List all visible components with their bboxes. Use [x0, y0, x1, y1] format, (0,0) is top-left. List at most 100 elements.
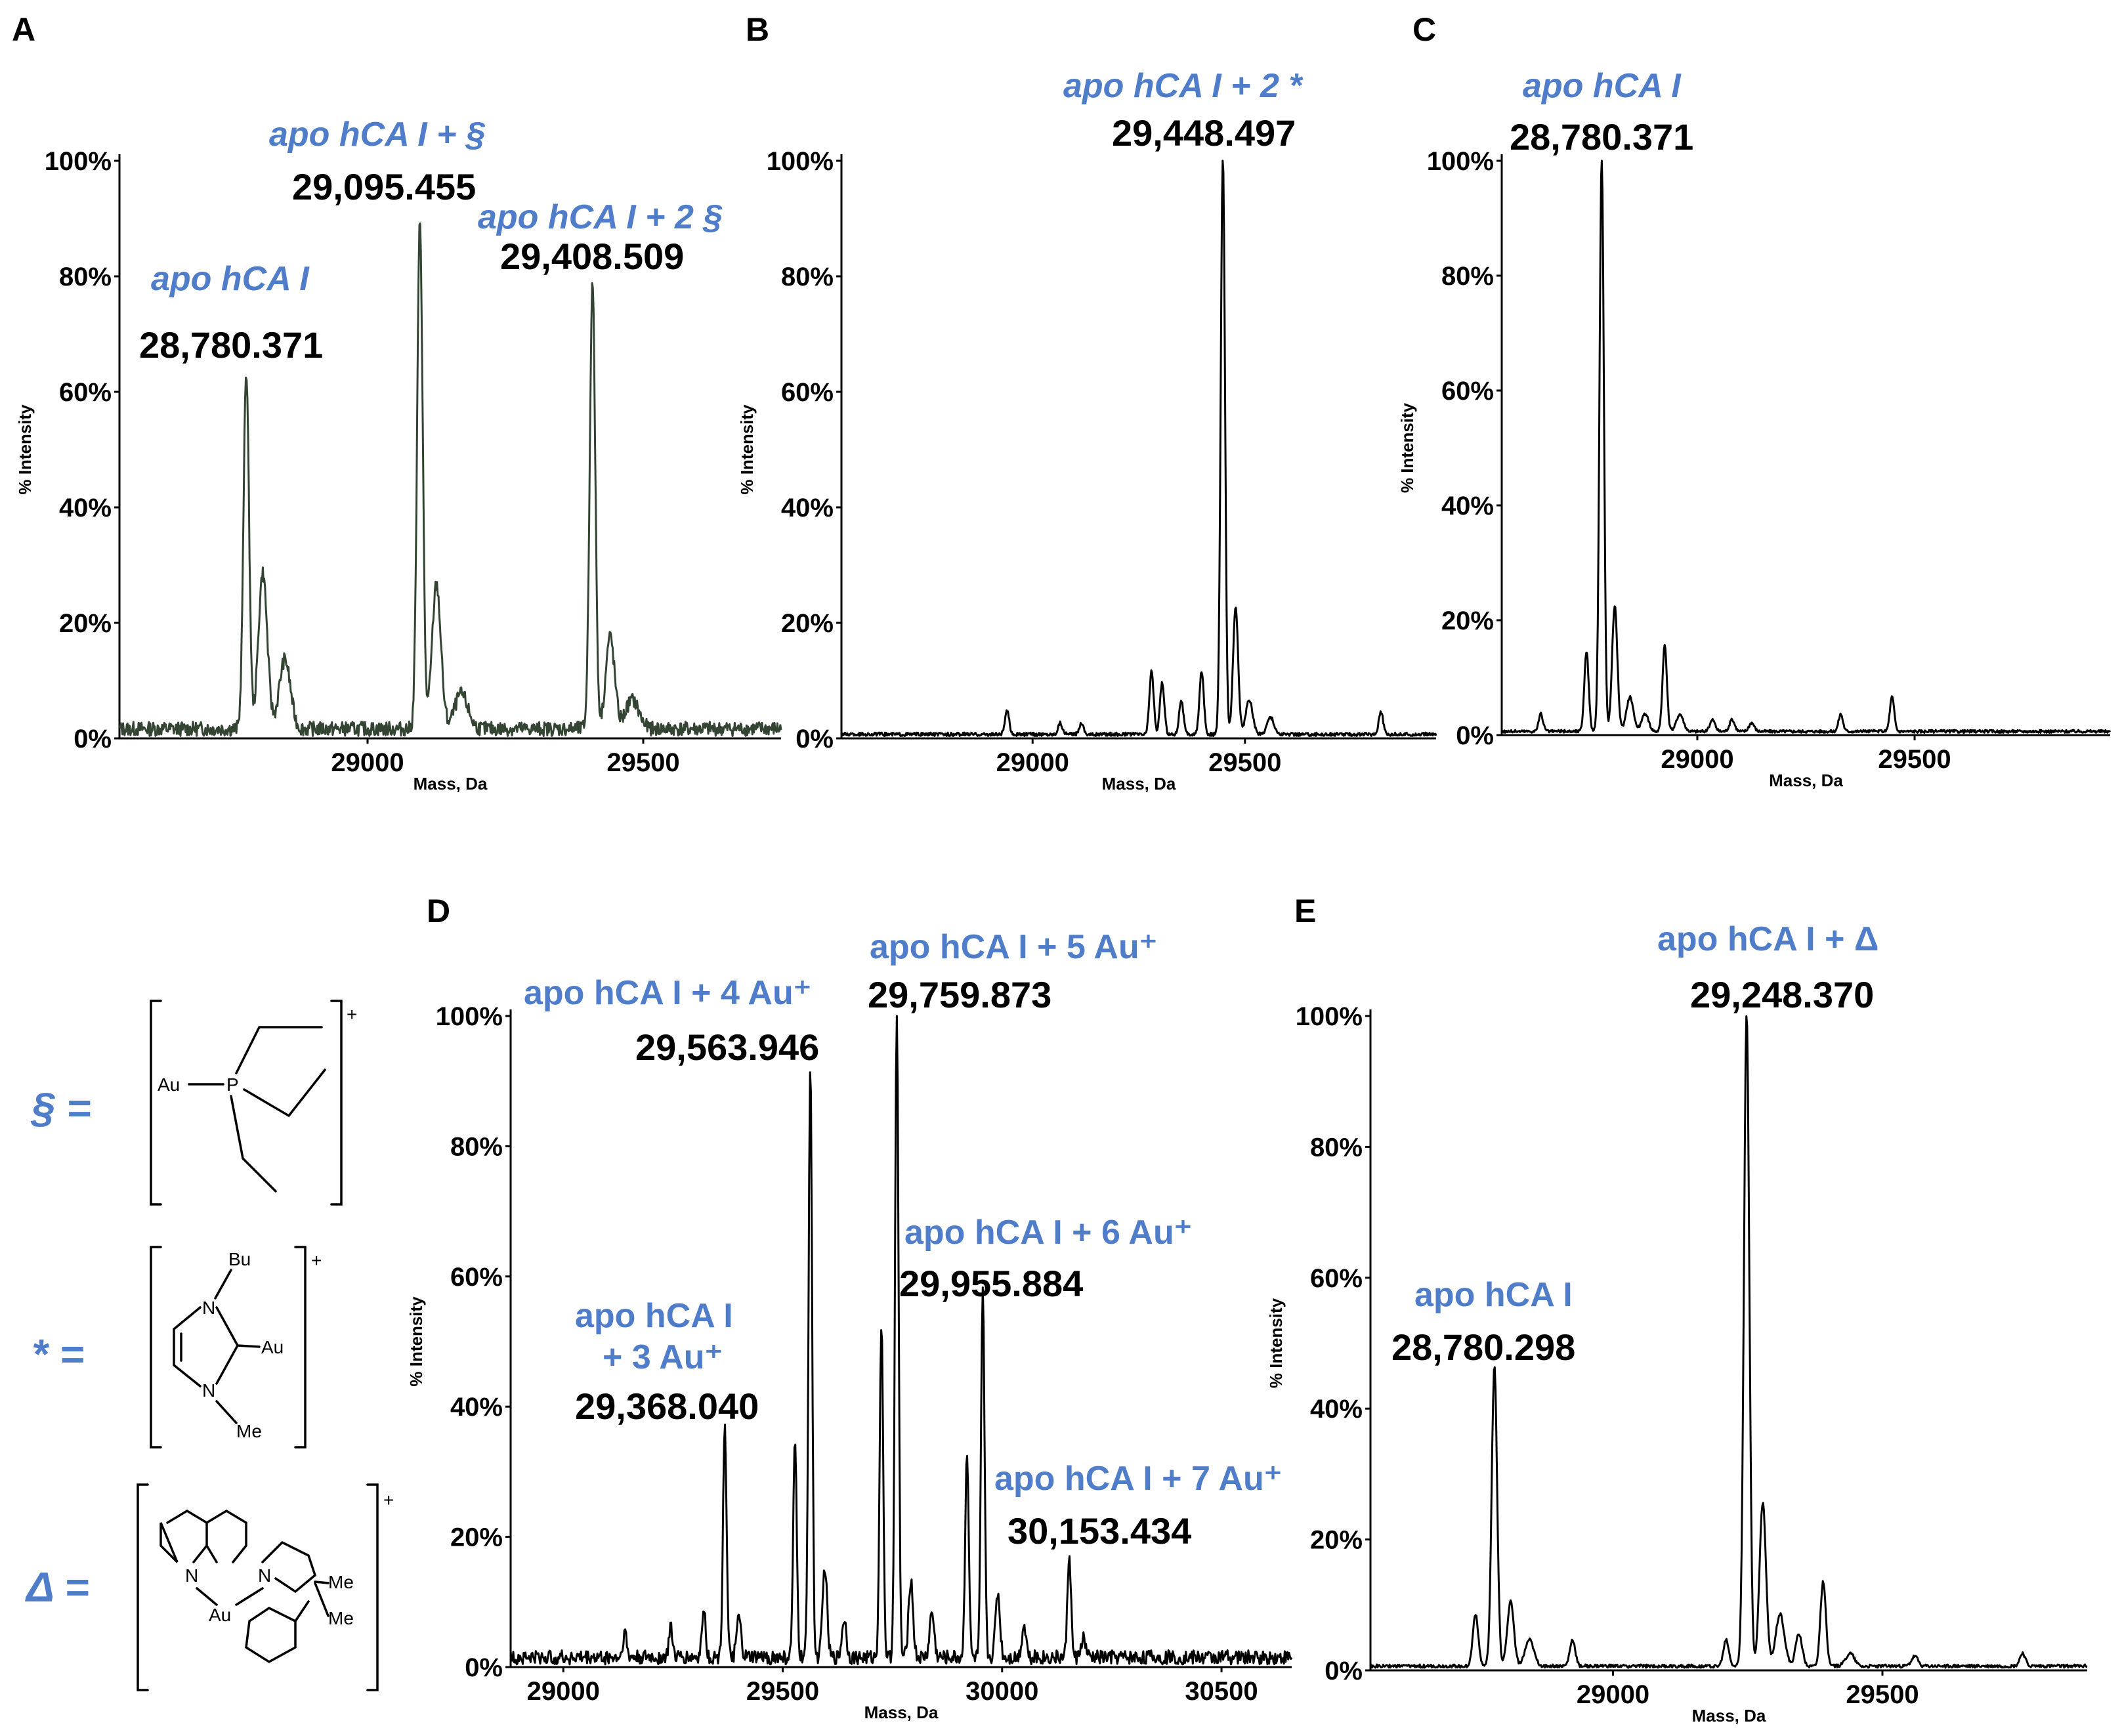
panel-a-ytick-label: 0%: [74, 725, 112, 753]
panel-d-ann-2-mass: 29,563.946: [635, 1027, 819, 1068]
panel-e-ann-2-name: apo hCA I + Δ: [1657, 920, 1878, 958]
panel-a-letter: A: [12, 11, 35, 48]
panel-d-xtick-label: 29000: [527, 1677, 600, 1706]
structure-au-pet3: + Au P: [150, 1000, 357, 1206]
atom-au: Au: [209, 1605, 231, 1625]
panel-d-xtick-label: 30500: [1185, 1677, 1258, 1706]
panel-b-ytick-label: 80%: [781, 263, 834, 291]
panel-b-ytick-label: 0%: [796, 725, 834, 753]
bonds-me: [314, 1580, 329, 1617]
panel-e-ytick-label: 100%: [1296, 1002, 1363, 1031]
panel-a-axes: 0% 20% 40% 60% 80% 100% 29000 29500 Mass, Da % In…: [15, 147, 782, 794]
panel-e-ytick-label: 0%: [1325, 1657, 1363, 1685]
panel-e-axes: 0% 20% 40% 60% 80% 100% 29000 29500 Mass, Da % In…: [1266, 1002, 2088, 1725]
atom-n2: N: [258, 1565, 271, 1586]
group-me-1: Me: [328, 1572, 354, 1592]
panel-c-axis-lines: [1500, 154, 2110, 736]
panel-d-ylabel: % Intensity: [406, 1296, 426, 1387]
panel-c-ann-1-mass: 28,780.371: [1510, 116, 1693, 158]
panel-d-axes: 0% 20% 40% 60% 80% 100% 29000 29500 30000 30500 Ma…: [406, 1002, 1293, 1722]
panel-a-ylabel: % Intensity: [15, 404, 35, 495]
panel-d-xtick-label: 30000: [966, 1677, 1038, 1706]
bond-n-bu: [214, 1269, 232, 1300]
panel-e-ytick-label: 60%: [1310, 1264, 1363, 1293]
panel-a-ytick-label: 100%: [45, 147, 112, 176]
panel-c-ann-1-name: apo hCA I: [1523, 67, 1682, 105]
panel-b-ylabel: % Intensity: [737, 404, 757, 495]
panel-d-ann-5-mass: 30,153.434: [1008, 1510, 1191, 1552]
panel-c: C 0% 20% 40% 60% 80% 100% 29000 29500 Mass, Da % …: [1397, 11, 2111, 790]
panel-c-ytick-label: 0%: [1456, 721, 1494, 750]
panel-b-axis-lines: [840, 154, 1436, 740]
panel-d-ytick-label: 80%: [450, 1132, 503, 1161]
panel-d-ytick-label: 40%: [450, 1393, 503, 1422]
panel-b: B 0% 20% 40% 60% 80% 100% 29000 29500 Mass, Da % …: [737, 11, 1437, 794]
pyridine-ring-1: [159, 1509, 208, 1563]
legend-section-symbol: § =: [30, 1084, 91, 1132]
panel-c-spectrum-trace: [1500, 159, 2111, 734]
panel-d-letter: D: [427, 893, 450, 929]
bond-phenyl-cme2: [294, 1600, 310, 1622]
panel-e-ytick-label: 40%: [1310, 1395, 1363, 1424]
group-me-2: Me: [328, 1608, 354, 1628]
panel-d-ann-1-mass: 29,368.040: [575, 1386, 759, 1427]
panel-e-ylabel: % Intensity: [1266, 1298, 1286, 1388]
panel-c-xtick-label: 29000: [1661, 745, 1733, 774]
panel-a-ann-1-name: apo hCA I: [151, 260, 310, 298]
charge-plus: +: [311, 1250, 322, 1271]
panel-e-ann-1-mass: 28,780.298: [1391, 1326, 1575, 1368]
panel-e-ytick-label: 80%: [1310, 1133, 1363, 1162]
panel-a-ytick-label: 40%: [59, 494, 112, 522]
panel-c-ytick-label: 60%: [1441, 377, 1494, 406]
ethyl-1: [235, 1026, 323, 1074]
panel-b-ytick-label: 20%: [781, 609, 834, 638]
panel-c-ytick-label: 100%: [1427, 147, 1494, 176]
phenyl-ring: [245, 1606, 297, 1664]
panel-b-xlabel: Mass, Da: [1102, 774, 1176, 794]
panel-b-axes: 0% 20% 40% 60% 80% 100% 29000 29500 Mass, Da % In…: [737, 147, 1437, 794]
ethyl-2: [243, 1069, 326, 1118]
panel-d-ann-3-name: apo hCA I + 5 Au⁺: [870, 928, 1157, 966]
panel-c-xtick-label: 29500: [1878, 745, 1951, 774]
panel-a-ann-1-mass: 28,780.371: [139, 324, 323, 366]
legend: § = * = Δ = + Au P + Bu N N Au Me: [25, 1000, 394, 1691]
panel-a-ytick-label: 20%: [59, 609, 112, 638]
group-bu: Bu: [228, 1249, 251, 1269]
panel-a: A 0% 20% 40% 60% 80% 100% 29000 29500 Mass, Da % …: [12, 11, 782, 794]
panel-a-ann-2-name: apo hCA I + §: [269, 116, 486, 154]
panel-e-letter: E: [1294, 893, 1316, 929]
legend-delta-symbol: Δ =: [25, 1563, 89, 1611]
panel-d: D 0% 20% 40% 60% 80% 100% 29000 29500 30000 30500…: [406, 893, 1293, 1722]
bond-n-c-n: [215, 1306, 239, 1385]
panel-d-ann-5-name: apo hCA I + 7 Au⁺: [994, 1460, 1282, 1498]
atom-p: P: [226, 1074, 239, 1095]
panel-a-spectrum-trace: [118, 222, 782, 737]
charge-plus: +: [347, 1004, 357, 1025]
bonds-n-au: [196, 1587, 264, 1606]
group-me: Me: [236, 1421, 262, 1441]
bracket-left: [150, 1246, 162, 1449]
panel-b-xtick-label: 29500: [1208, 748, 1281, 777]
panel-a-ann-3-name: apo hCA I + 2 §: [478, 198, 723, 236]
panel-d-xtick-label: 29500: [746, 1677, 819, 1706]
panel-c-ylabel: % Intensity: [1397, 402, 1417, 493]
panel-d-ytick-label: 0%: [465, 1653, 503, 1682]
charge-plus: +: [383, 1490, 394, 1510]
panel-c-ytick-label: 20%: [1441, 606, 1494, 635]
panel-a-xtick-label: 29500: [606, 748, 679, 777]
panel-a-ytick-label: 60%: [59, 378, 112, 407]
panel-d-ann-1-name2: + 3 Au⁺: [603, 1338, 723, 1376]
panel-e-xtick-label: 29000: [1577, 1680, 1649, 1709]
panel-c-ytick-label: 40%: [1441, 492, 1494, 520]
panel-e-ann-1-name: apo hCA I: [1414, 1276, 1573, 1314]
atom-au: Au: [261, 1337, 284, 1357]
panel-d-ann-2-name: apo hCA I + 4 Au⁺: [524, 974, 811, 1012]
structure-nhc-au: + Bu N N Au Me: [150, 1246, 322, 1449]
pyridine-ring-2: [205, 1509, 247, 1563]
panel-b-ann-1-mass: 29,448.497: [1112, 112, 1296, 154]
panel-c-ytick-label: 80%: [1441, 262, 1494, 291]
panel-a-ann-2-mass: 29,095.455: [292, 166, 476, 207]
legend-star-symbol: * =: [32, 1330, 84, 1378]
panel-e-ann-2-mass: 29,248.370: [1690, 974, 1874, 1015]
